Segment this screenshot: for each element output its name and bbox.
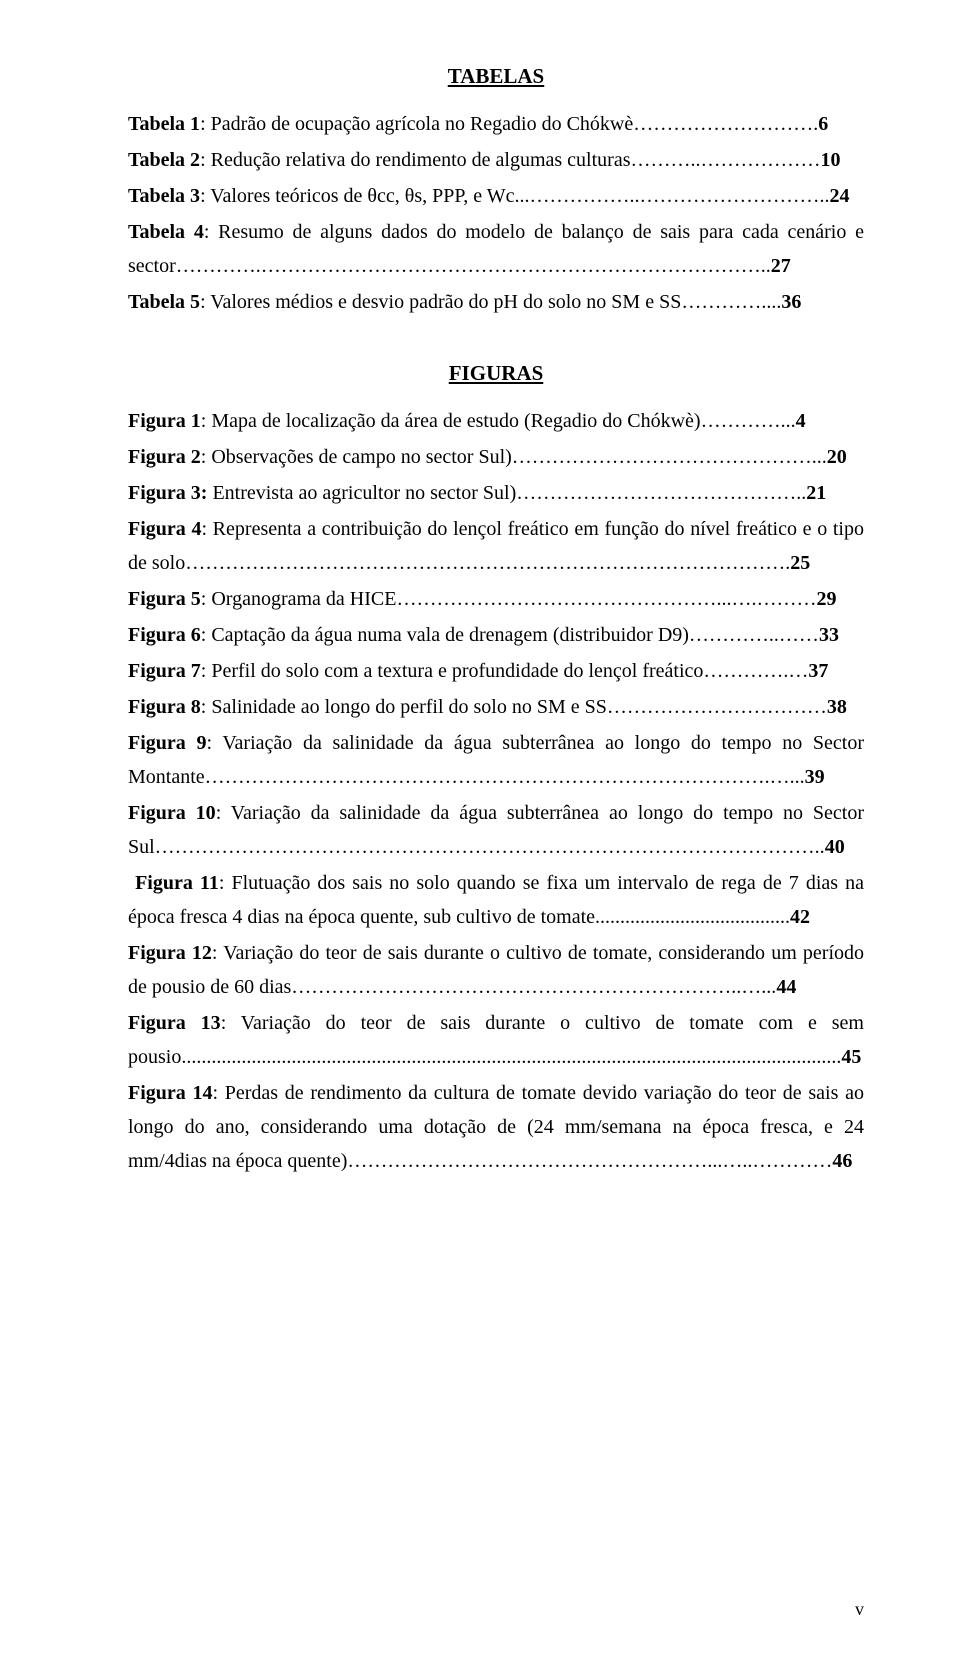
figura-label: Figura 7 bbox=[128, 660, 201, 682]
figura-page: 37 bbox=[808, 660, 828, 682]
tabela-entry: Tabela 2: Redução relativa do rendimento… bbox=[128, 143, 864, 177]
tabela-page: 27 bbox=[771, 255, 791, 277]
figura-text: Entrevista ao agricultor no sector Sul)…… bbox=[207, 482, 806, 504]
figura-entry: Figura 8: Salinidade ao longo do perfil … bbox=[128, 690, 864, 724]
tabela-entry: Tabela 1: Padrão de ocupação agrícola no… bbox=[128, 107, 864, 141]
tabela-label: Tabela 4 bbox=[128, 221, 204, 243]
figura-label: Figura 13 bbox=[128, 1012, 221, 1034]
figura-entry: Figura 7: Perfil do solo com a textura e… bbox=[128, 654, 864, 688]
page-number: v bbox=[855, 1599, 864, 1620]
figura-entry: Figura 13: Variação do teor de sais dura… bbox=[128, 1006, 864, 1074]
figura-text: : Variação da salinidade da água subterr… bbox=[128, 732, 864, 788]
figura-text: : Variação do teor de sais durante o cul… bbox=[128, 942, 864, 998]
tabela-entry: Tabela 4: Resumo de alguns dados do mode… bbox=[128, 215, 864, 283]
figura-page: 42 bbox=[790, 906, 810, 928]
tabela-text: : Padrão de ocupação agrícola no Regadio… bbox=[200, 113, 818, 135]
figura-label: Figura 8 bbox=[128, 696, 201, 718]
tabela-label: Tabela 1 bbox=[128, 113, 200, 135]
figura-page: 33 bbox=[819, 624, 839, 646]
figura-page: 40 bbox=[825, 836, 845, 858]
figura-label: Figura 4 bbox=[128, 518, 201, 540]
figura-page: 39 bbox=[805, 766, 825, 788]
figura-page: 25 bbox=[790, 552, 810, 574]
figura-entry: Figura 2: Observações de campo no sector… bbox=[128, 440, 864, 474]
figura-text: : Variação do teor de sais durante o cul… bbox=[128, 1012, 864, 1068]
figura-text: : Representa a contribuição do lençol fr… bbox=[128, 518, 864, 574]
tabela-text: : Resumo de alguns dados do modelo de ba… bbox=[128, 221, 864, 277]
figura-text: : Captação da água numa vala de drenagem… bbox=[201, 624, 819, 646]
figura-entry: Figura 4: Representa a contribuição do l… bbox=[128, 512, 864, 580]
figura-page: 4 bbox=[796, 410, 806, 432]
tabela-entry: Tabela 3: Valores teóricos de θcc, θs, P… bbox=[128, 179, 864, 213]
figura-text: : Perfil do solo com a textura e profund… bbox=[201, 660, 809, 682]
figura-label: Figura 12 bbox=[128, 942, 212, 964]
figura-page: 29 bbox=[816, 588, 836, 610]
figura-page: 46 bbox=[832, 1150, 852, 1172]
figura-text: : Organograma da HICE…………………………………………...… bbox=[201, 588, 817, 610]
figuras-heading: FIGURAS bbox=[128, 361, 864, 386]
figura-text: : Salinidade ao longo do perfil do solo … bbox=[201, 696, 827, 718]
figura-entry: Figura 5: Organograma da HICE……………………………… bbox=[128, 582, 864, 616]
tabela-page: 24 bbox=[830, 185, 850, 207]
tabelas-heading: TABELAS bbox=[128, 64, 864, 89]
figura-entry: Figura 12: Variação do teor de sais dura… bbox=[128, 936, 864, 1004]
figura-label: Figura 9 bbox=[128, 732, 206, 754]
figura-page: 38 bbox=[827, 696, 847, 718]
figura-page: 20 bbox=[827, 446, 847, 468]
figura-label: Figura 5 bbox=[128, 588, 201, 610]
tabela-label: Tabela 3 bbox=[128, 185, 200, 207]
figura-entry: Figura 14: Perdas de rendimento da cultu… bbox=[128, 1076, 864, 1178]
tabela-label: Tabela 5 bbox=[128, 291, 200, 313]
tabela-page: 6 bbox=[818, 113, 828, 135]
figura-entry: Figura 3: Entrevista ao agricultor no se… bbox=[128, 476, 864, 510]
figura-text: : Mapa de localização da área de estudo … bbox=[201, 410, 796, 432]
tabela-page: 10 bbox=[820, 149, 840, 171]
figura-label: Figura 1 bbox=[128, 410, 201, 432]
figura-entry: Figura 11: Flutuação dos sais no solo qu… bbox=[128, 866, 864, 934]
figura-entry: Figura 6: Captação da água numa vala de … bbox=[128, 618, 864, 652]
figura-label: Figura 14 bbox=[128, 1082, 212, 1104]
tabela-text: : Valores teóricos de θcc, θs, PPP, e Wc… bbox=[200, 185, 829, 207]
figura-label: Figura 10 bbox=[128, 802, 216, 824]
tabela-label: Tabela 2 bbox=[128, 149, 200, 171]
tabela-text: : Valores médios e desvio padrão do pH d… bbox=[200, 291, 781, 313]
figura-text: : Perdas de rendimento da cultura de tom… bbox=[128, 1082, 864, 1172]
figura-label: Figura 3: bbox=[128, 482, 207, 504]
figura-entry: Figura 1: Mapa de localização da área de… bbox=[128, 404, 864, 438]
figura-page: 44 bbox=[776, 976, 796, 998]
tabela-text: : Redução relativa do rendimento de algu… bbox=[200, 149, 820, 171]
tabela-page: 36 bbox=[781, 291, 801, 313]
figura-label: Figura 11 bbox=[135, 872, 219, 894]
figura-label: Figura 6 bbox=[128, 624, 201, 646]
figura-page: 21 bbox=[806, 482, 826, 504]
figura-text: : Flutuação dos sais no solo quando se f… bbox=[128, 872, 864, 928]
tabela-entry: Tabela 5: Valores médios e desvio padrão… bbox=[128, 285, 864, 319]
figura-entry: Figura 10: Variação da salinidade da águ… bbox=[128, 796, 864, 864]
figura-text: : Observações de campo no sector Sul)………… bbox=[201, 446, 827, 468]
figura-page: 45 bbox=[841, 1046, 861, 1068]
figura-text: : Variação da salinidade da água subterr… bbox=[128, 802, 864, 858]
figura-entry: Figura 9: Variação da salinidade da água… bbox=[128, 726, 864, 794]
figura-label: Figura 2 bbox=[128, 446, 201, 468]
